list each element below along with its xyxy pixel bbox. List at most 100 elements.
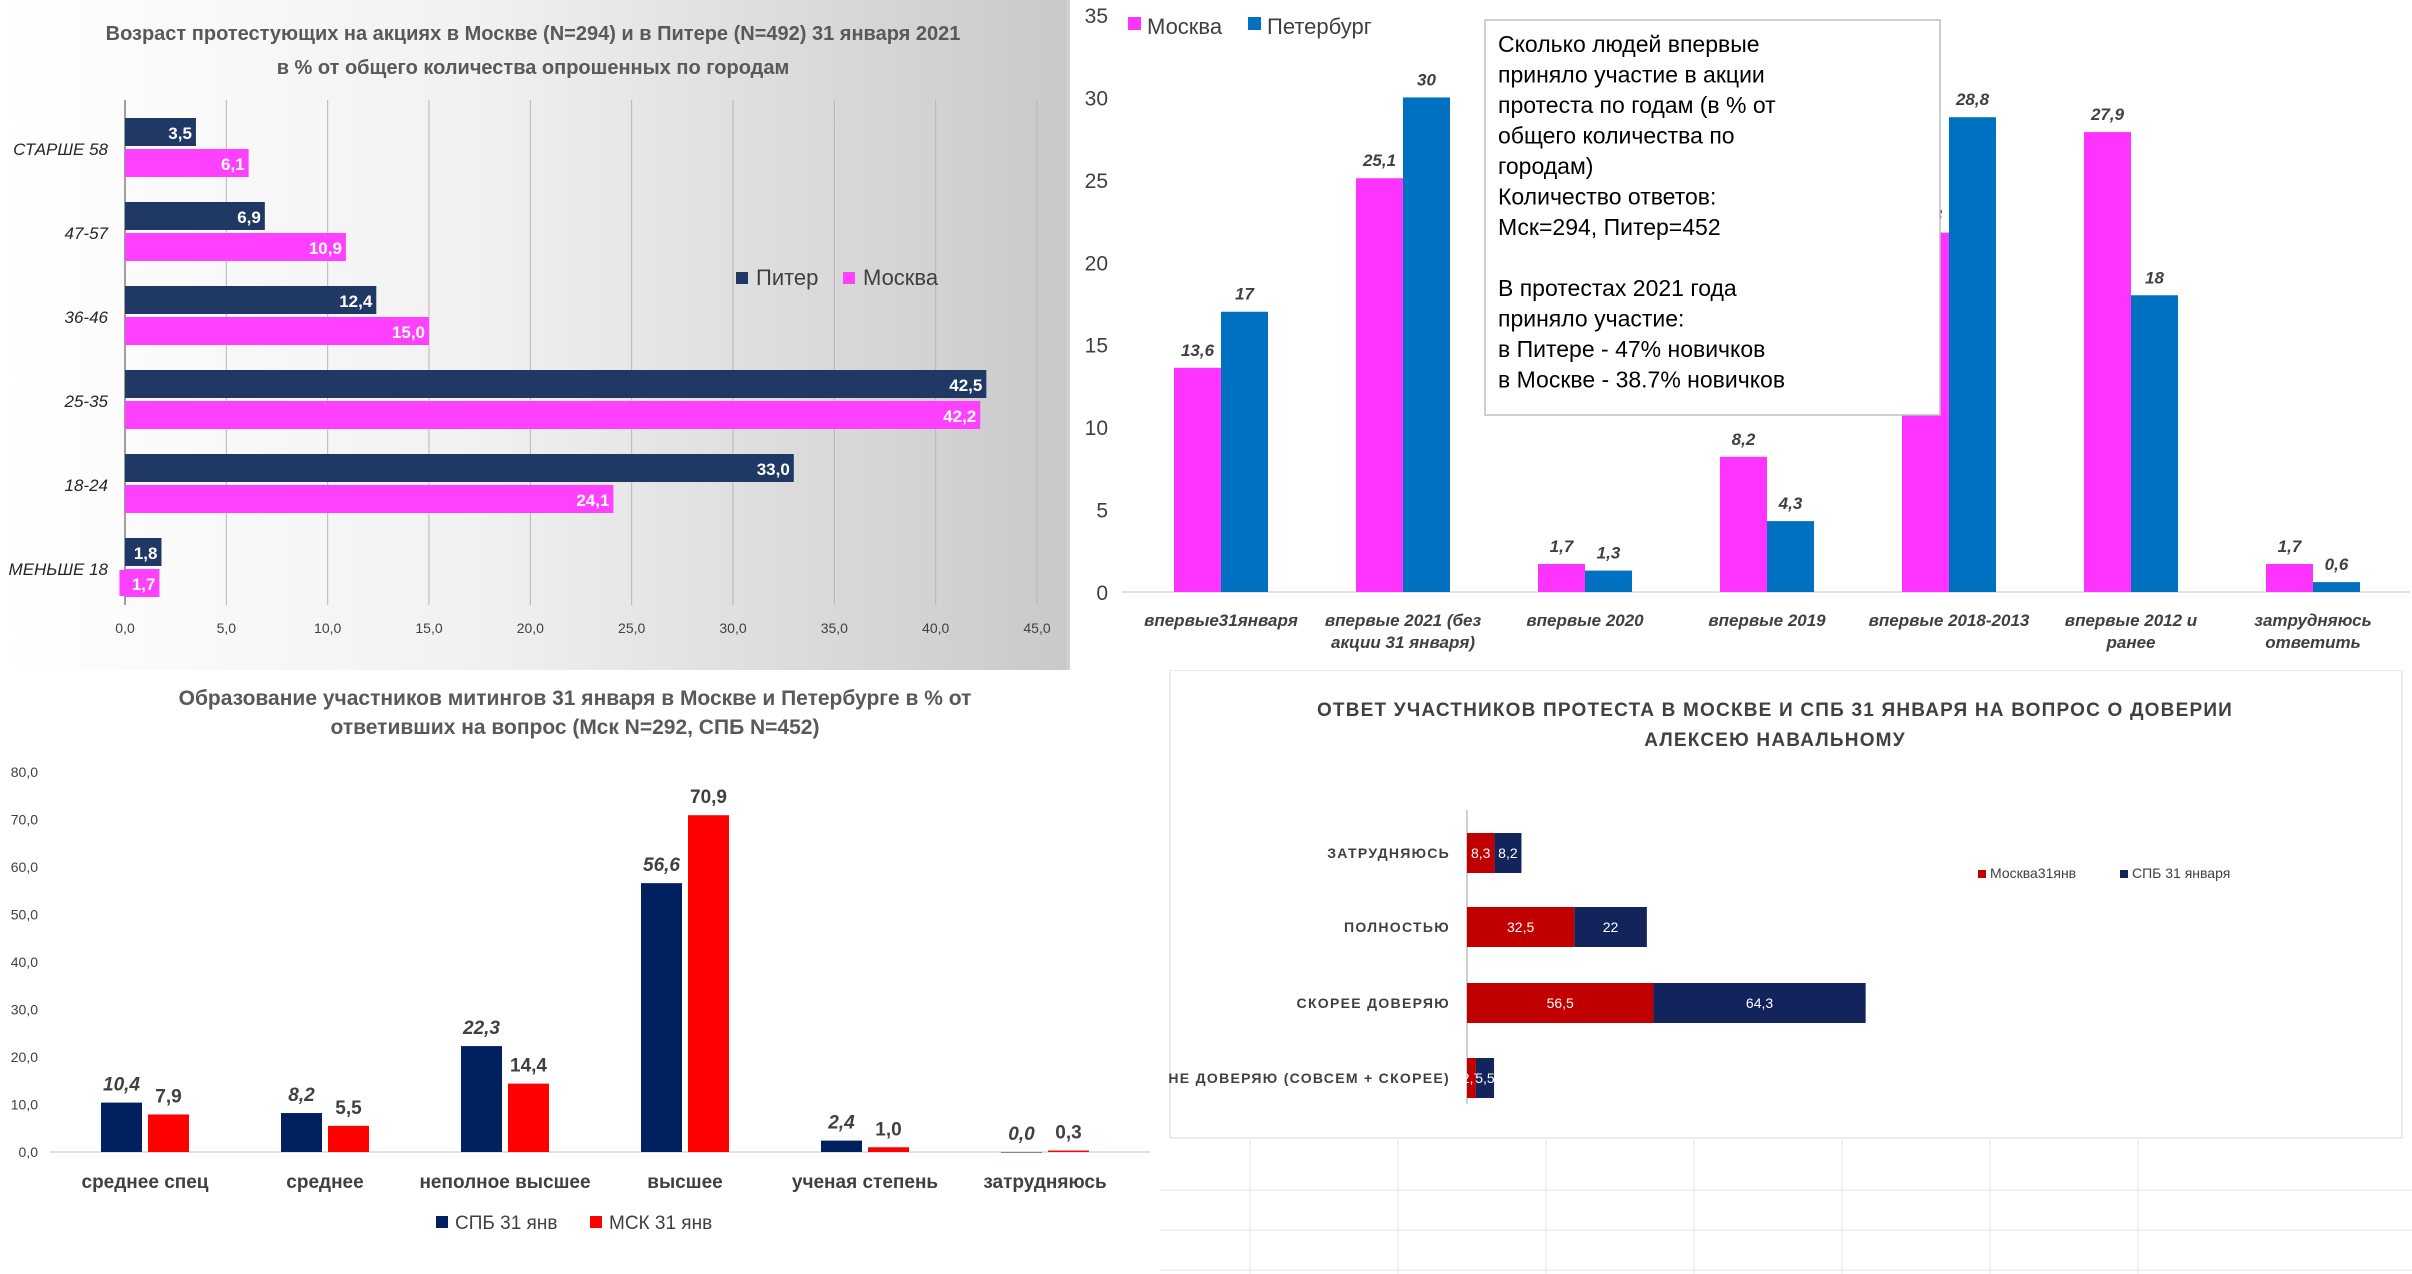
first-bar [1221, 311, 1268, 592]
trust-chart-subtitle: АЛЕКСЕЮ НАВАЛЬНОМУ [1644, 730, 1905, 751]
first-annotation-box [1484, 19, 1941, 416]
trust-bar-label: 22 [1603, 919, 1619, 935]
age-bar [125, 401, 981, 429]
edu-bar [1048, 1150, 1089, 1152]
trust-category-label: ЗАТРУДНЯЮСЬ [1327, 845, 1450, 861]
edu-category-label: неполное высшее [419, 1172, 590, 1193]
age-category-label: 36-46 [65, 308, 109, 327]
age-bar-label: 33,0 [757, 460, 790, 479]
age-bar-label: 42,5 [949, 376, 982, 395]
edu-y-tick-label: 20,0 [11, 1049, 38, 1065]
age-chart-subtitle: в % от общего количества опрошенных по г… [277, 57, 790, 79]
edu-bar [461, 1046, 502, 1152]
trust-legend-label: СПБ 31 января [2132, 865, 2230, 881]
age-x-tick-label: 40,0 [922, 620, 949, 636]
first-time-chart-panel: 0 5 10 15 20 25 30 35 13,6 17 впервые31января 25,1 3… [1070, 0, 2412, 670]
first-annotation-line: Мск=294, Питер=452 [1498, 214, 1721, 240]
age-bar-label-bg [208, 150, 247, 176]
age-bar [125, 286, 377, 314]
trust-legend-swatch-spb [2120, 870, 2128, 878]
edu-bar-label: 0,3 [1055, 1123, 1081, 1144]
first-bar [1403, 97, 1450, 592]
trust-bar-label: 8,2 [1498, 845, 1518, 861]
trust-bar [1467, 907, 1575, 947]
first-category-label: впервые 2020 [1526, 611, 1644, 630]
edu-category-label: среднее спец [82, 1172, 209, 1193]
first-y-tick-label: 5 [1096, 500, 1108, 523]
age-bar-label: 1,7 [132, 575, 156, 594]
first-bar-label: 13,6 [1181, 341, 1215, 360]
edu-legend-label: СПБ 31 янв [455, 1213, 557, 1234]
first-bar [2313, 582, 2360, 592]
edu-bar-label: 8,2 [288, 1085, 315, 1106]
edu-chart-subtitle: ответивших на вопрос (Мск N=292, СПБ N=4… [331, 716, 820, 739]
first-annotation-line: протеста по годам (в % от [1498, 92, 1776, 118]
first-bar-label: 1,7 [2278, 537, 2303, 556]
age-bar-label-bg [389, 318, 427, 344]
age-category-label: 18-24 [65, 476, 108, 495]
edu-bar [101, 1102, 142, 1152]
first-bar [1356, 178, 1403, 593]
age-category-label: СТАРШЕ 58 [13, 140, 108, 159]
edu-bar-label: 2,4 [827, 1113, 855, 1134]
edu-bar-label: 5,5 [335, 1098, 362, 1119]
first-bar-label: 25,1 [1362, 151, 1396, 170]
first-bar [2131, 295, 2178, 592]
age-bar [125, 538, 162, 566]
first-bar-label: 28,8 [1955, 90, 1990, 109]
edu-bar [641, 883, 682, 1152]
trust-category-label: СКОРЕЕ ДОВЕРЯЮ [1297, 995, 1450, 1011]
age-bar [125, 202, 265, 230]
age-bar-label: 1,8 [134, 544, 158, 563]
first-bar [1949, 117, 1996, 592]
first-category-label: затрудняюсь ответить [2254, 611, 2371, 652]
education-chart-panel: Образование участников митингов 31 январ… [0, 670, 1160, 1274]
edu-bar-label: 56,6 [643, 855, 680, 876]
age-x-tick-label: 35,0 [821, 620, 848, 636]
edu-bar [281, 1113, 322, 1152]
age-category-label: 25-35 [64, 392, 109, 411]
age-x-tick-label: 20,0 [517, 620, 544, 636]
panel-divider [1066, 0, 1070, 670]
first-bar-label: 30 [1417, 70, 1436, 89]
edu-bar [868, 1147, 909, 1152]
age-legend-label: Питер [756, 265, 818, 290]
first-y-tick-label: 10 [1085, 417, 1108, 440]
age-bar-label-bg [573, 486, 612, 512]
first-y-tick-label: 15 [1085, 335, 1108, 358]
edu-bar-label: 70,9 [690, 787, 727, 808]
age-x-tick-label: 45,0 [1023, 620, 1050, 636]
trust-bar [1475, 1058, 1495, 1098]
first-category-label: впервые31января [1144, 611, 1298, 630]
first-bar [1720, 456, 1767, 592]
edu-bar [508, 1083, 549, 1152]
first-annotation-line: Сколько людей впервые [1498, 31, 1760, 57]
age-chart-title: Возраст протестующих на акциях в Москве … [106, 23, 961, 45]
age-bar [125, 485, 614, 513]
first-bar [2084, 132, 2131, 592]
edu-bar [821, 1140, 862, 1152]
edu-y-tick-label: 80,0 [11, 764, 38, 780]
age-bar [125, 118, 196, 146]
trust-bar [1574, 907, 1647, 947]
edu-bar-label: 7,9 [155, 1086, 181, 1107]
trust-bar [1467, 983, 1654, 1023]
age-bar-label-bg [305, 234, 344, 260]
trust-legend-label: Москва31янв [1990, 865, 2076, 881]
edu-bar [688, 815, 729, 1152]
age-bar-label-bg [940, 402, 979, 428]
age-bar-label: 6,9 [237, 208, 261, 227]
first-annotation-line: приняло участие: [1498, 306, 1684, 332]
first-category-label: впервые 2021 (без акции 31 января) [1325, 611, 1482, 652]
first-y-tick-label: 30 [1085, 87, 1108, 110]
first-annotation-line: общего количества по [1498, 123, 1735, 149]
edu-y-tick-label: 30,0 [11, 1002, 38, 1018]
first-bar-label: 18 [2145, 268, 2164, 287]
edu-y-tick-label: 60,0 [11, 859, 38, 875]
first-y-tick-label: 25 [1085, 170, 1108, 193]
edu-category-label: высшее [647, 1172, 722, 1193]
first-legend-swatch-moscow [1128, 17, 1141, 30]
age-bar [125, 317, 429, 345]
age-chart-panel: Возраст протестующих на акциях в Москве … [0, 0, 1066, 670]
edu-bar-label: 1,0 [875, 1119, 901, 1140]
